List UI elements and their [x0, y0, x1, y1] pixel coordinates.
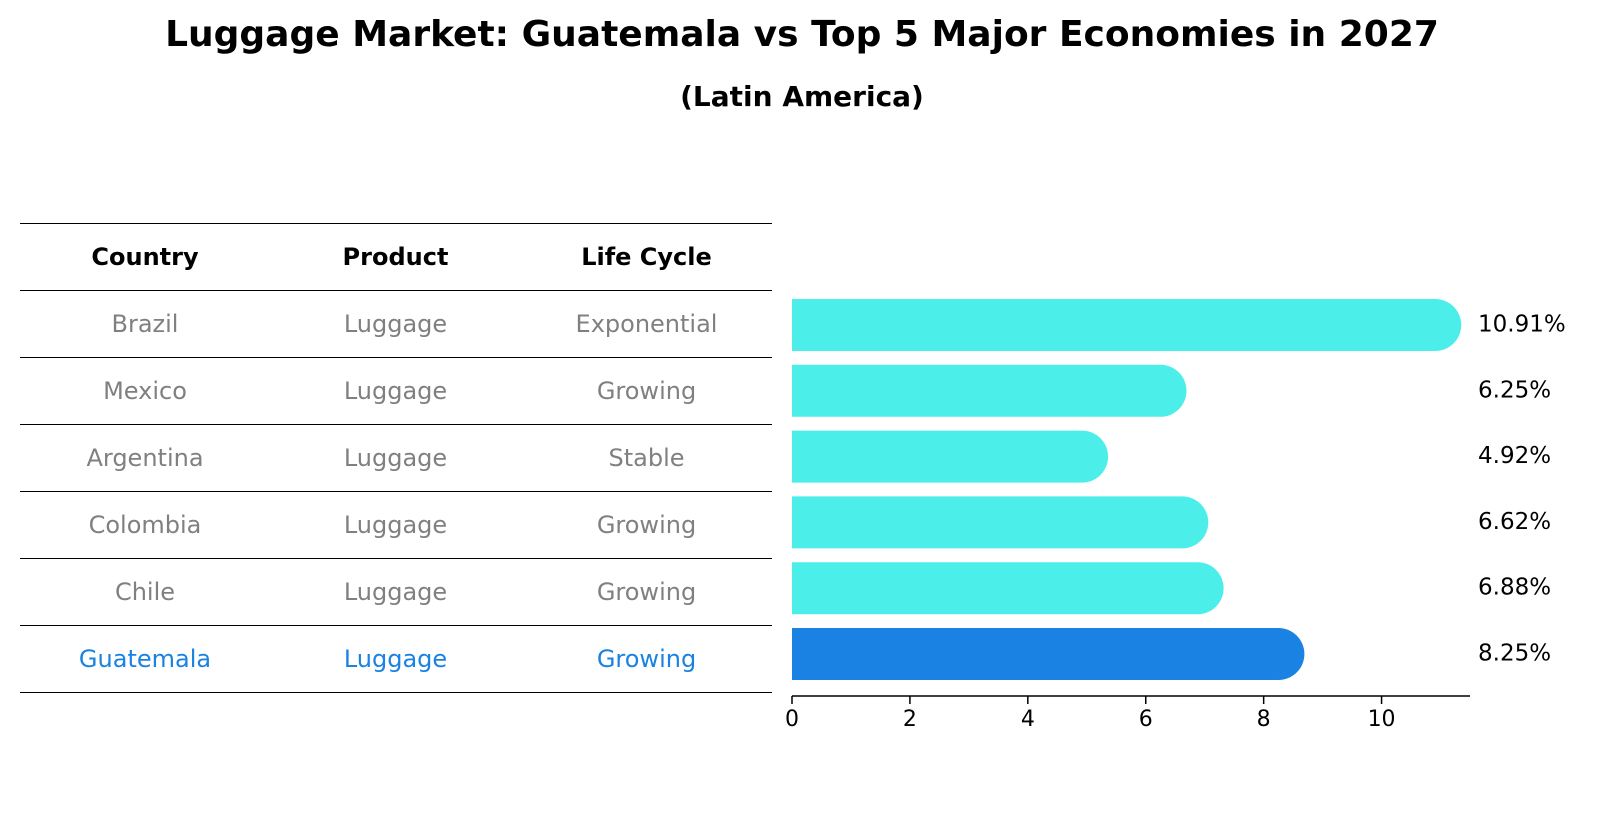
product-cell: Luggage [270, 290, 521, 358]
value-label-argentina: 4.92% [1478, 443, 1551, 469]
header-product: Product [270, 223, 521, 291]
bar-mexico [792, 364, 1187, 417]
life-cycle-cell: Growing [521, 625, 772, 693]
bar-colombia [792, 496, 1209, 549]
x-tick-label: 0 [785, 707, 799, 732]
product-cell: Luggage [270, 558, 521, 626]
value-label-chile: 6.88% [1478, 575, 1551, 601]
life-cycle-cell: Growing [521, 357, 772, 425]
table-header-row: Country Product Life Cycle [20, 223, 772, 291]
chart-title: Luggage Market: Guatemala vs Top 5 Major… [165, 14, 1439, 55]
life-cycle-cell: Growing [521, 491, 772, 559]
table-row-highlight: Guatemala Luggage Growing [20, 625, 772, 693]
table-row: Mexico Luggage Growing [20, 357, 772, 425]
country-cell: Argentina [20, 424, 270, 492]
bar-chile [792, 562, 1224, 615]
chart-subtitle: (Latin America) [680, 80, 924, 113]
country-cell: Colombia [20, 491, 270, 559]
x-tick-label: 6 [1139, 707, 1153, 732]
value-label-colombia: 6.62% [1478, 509, 1551, 535]
country-cell: Brazil [20, 290, 270, 358]
table-row: Chile Luggage Growing [20, 558, 772, 626]
x-tick-label: 2 [903, 707, 917, 732]
life-cycle-cell: Growing [521, 558, 772, 626]
header-country: Country [20, 223, 270, 291]
table-row: Argentina Luggage Stable [20, 424, 772, 492]
bar-brazil [792, 299, 1462, 351]
product-cell: Luggage [270, 357, 521, 425]
table-row: Brazil Luggage Exponential [20, 290, 772, 358]
value-label-mexico: 6.25% [1478, 377, 1551, 403]
life-cycle-cell: Stable [521, 424, 772, 492]
country-cell: Guatemala [20, 625, 270, 693]
product-cell: Luggage [270, 424, 521, 492]
product-cell: Luggage [270, 625, 521, 693]
x-tick-label: 8 [1257, 707, 1271, 732]
country-table: Country Product Life Cycle Brazil Luggag… [20, 223, 772, 693]
value-label-guatemala: 8.25% [1478, 641, 1551, 667]
x-tick-label: 4 [1021, 707, 1035, 732]
bar-guatemala [792, 628, 1305, 680]
x-tick-label: 10 [1368, 707, 1396, 732]
product-cell: Luggage [270, 491, 521, 559]
header-life-cycle: Life Cycle [521, 223, 772, 291]
life-cycle-cell: Exponential [521, 290, 772, 358]
value-label-brazil: 10.91% [1478, 312, 1566, 338]
table-row: Colombia Luggage Growing [20, 491, 772, 559]
country-cell: Mexico [20, 357, 270, 425]
country-cell: Chile [20, 558, 270, 626]
bar-argentina [792, 430, 1109, 483]
